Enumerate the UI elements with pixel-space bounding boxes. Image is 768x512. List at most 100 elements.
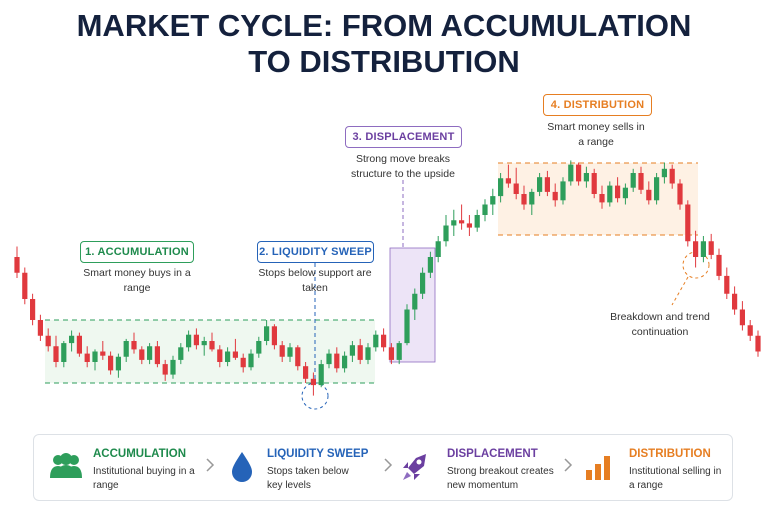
annotation-text: Smart money buys in a range	[83, 267, 191, 294]
candle-body	[599, 194, 605, 203]
candle-body	[123, 341, 129, 357]
icon	[586, 456, 610, 480]
candle-body	[310, 378, 316, 386]
candle-body	[677, 183, 683, 205]
candle-body	[552, 191, 558, 201]
candle-body	[170, 359, 176, 375]
pointer	[671, 276, 689, 306]
candle-body	[225, 351, 231, 362]
candle-body	[537, 177, 543, 192]
candle-body	[607, 185, 613, 203]
sweep-circle	[301, 382, 329, 410]
candle-body	[716, 254, 722, 276]
candle-body	[459, 220, 465, 224]
candle-body	[108, 355, 114, 371]
candle-body	[264, 326, 270, 341]
annotation-title: 2. LIQUIDITY SWEEP	[257, 241, 374, 263]
candle-body	[544, 177, 550, 192]
candle-body	[732, 293, 738, 310]
candle-body	[178, 347, 184, 360]
legend-text: Strong breakout creates new momentum	[447, 466, 554, 491]
candle-body	[326, 353, 332, 365]
candle-body	[92, 351, 98, 362]
candle-body	[256, 341, 262, 354]
candle-body	[513, 183, 519, 194]
candle-body	[583, 173, 589, 182]
candle-body	[427, 257, 433, 273]
candle-body	[685, 204, 691, 242]
candle-body	[576, 164, 582, 182]
candle-body	[84, 353, 90, 362]
annotation-text: Smart money sells in a range	[547, 121, 645, 148]
candle-body	[661, 168, 667, 178]
legend: ACCUMULATION Institutional buying in a r…	[33, 434, 733, 501]
candle-body	[412, 293, 418, 310]
icon	[50, 453, 82, 478]
candle-body	[217, 349, 223, 362]
chart	[14, 160, 761, 410]
icon	[232, 452, 252, 482]
candle-body	[669, 168, 675, 184]
chevron	[384, 458, 393, 472]
candle-body	[45, 335, 51, 347]
annotation-text: Strong move breaks structure to the upsi…	[351, 153, 455, 180]
icon	[403, 454, 426, 480]
candle-body	[334, 353, 340, 369]
title: MARKET CYCLE: FROM ACCUMULATION TO DISTR…	[0, 8, 768, 80]
candle-body	[630, 173, 636, 188]
candle-body	[76, 335, 82, 354]
candle-body	[529, 191, 535, 205]
annotation-text: Breakdown and trend continuation	[610, 311, 710, 338]
candle-body	[739, 309, 745, 326]
candle-body	[708, 241, 714, 255]
annotation-title: 4. DISTRIBUTION	[543, 94, 652, 116]
candle-body	[505, 178, 511, 184]
candle-body	[61, 343, 67, 362]
candle-body	[443, 225, 449, 242]
candle-body	[115, 356, 121, 371]
candle-body	[100, 351, 106, 356]
legend-title: DISPLACEMENT	[447, 448, 538, 460]
candle-body	[318, 364, 324, 386]
candle-body	[14, 257, 20, 273]
candle-body	[747, 325, 753, 336]
candle-body	[147, 346, 153, 360]
candle-body	[388, 347, 394, 360]
candle-body	[482, 204, 488, 215]
candle-body	[646, 189, 652, 201]
candle-body	[396, 343, 402, 360]
title-text: MARKET CYCLE: FROM ACCUMULATION TO DISTR…	[76, 8, 692, 79]
candle-body	[560, 181, 566, 201]
candle-body	[490, 196, 496, 205]
candle-body	[279, 345, 285, 357]
annotation-title: 1. ACCUMULATION	[80, 241, 194, 263]
candle-body	[755, 335, 761, 352]
candle-body	[131, 341, 137, 350]
chevron	[206, 458, 215, 472]
candle-body	[22, 272, 28, 299]
candle-body	[638, 173, 644, 190]
candles	[14, 160, 761, 396]
legend-title: ACCUMULATION	[93, 448, 187, 460]
candle-body	[342, 355, 348, 369]
candle-body	[232, 351, 238, 358]
candle-body	[373, 334, 379, 348]
candle-body	[591, 173, 597, 194]
candle-body	[404, 309, 410, 344]
candle-body	[381, 334, 387, 348]
candle-body	[622, 187, 628, 199]
candle-body	[521, 194, 527, 205]
candle-body	[615, 185, 621, 199]
candle-body	[240, 357, 246, 368]
candle-body	[162, 364, 168, 375]
candle-body	[420, 272, 426, 294]
annotation-title: 3. DISPLACEMENT	[345, 126, 462, 148]
candle-body	[193, 334, 199, 346]
candle-body	[69, 335, 75, 344]
candle-body	[365, 347, 371, 360]
candle-body	[248, 353, 254, 368]
candle-body	[700, 241, 706, 257]
candle-body	[654, 177, 660, 201]
candle-body	[357, 345, 363, 360]
